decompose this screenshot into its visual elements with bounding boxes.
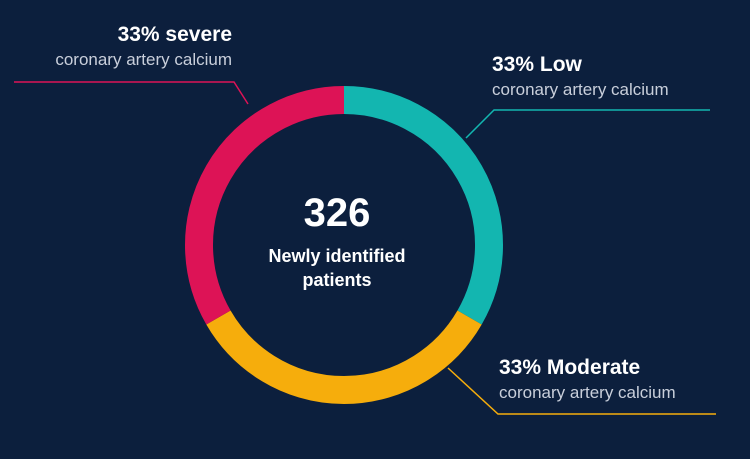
leader-line-severe [14,81,249,105]
label-severe: 33% severe coronary artery calcium [14,22,232,72]
donut-slices [185,86,503,404]
label-moderate-heading: 33% Moderate [499,356,641,379]
donut-slice-moderate [206,310,482,404]
label-severe-subtitle: coronary artery calcium [55,50,232,69]
center-caption-line2: patients [302,270,372,290]
donut-slice-low [343,86,503,325]
label-moderate-subtitle: coronary artery calcium [499,383,676,402]
center-caption: Newly identified patients [212,244,462,292]
leader-line-moderate [447,367,716,415]
label-low: 33% Low coronary artery calcium [492,52,669,102]
label-severe-heading: 33% severe [117,23,232,46]
donut-slice-severe [185,86,345,325]
label-low-heading: 33% Low [492,53,582,76]
center-total: 326 [303,191,371,235]
label-moderate: 33% Moderate coronary artery calcium [499,355,676,405]
label-low-subtitle: coronary artery calcium [492,80,669,99]
center-caption-line1: Newly identified [268,246,406,266]
leader-line-low [465,109,710,139]
